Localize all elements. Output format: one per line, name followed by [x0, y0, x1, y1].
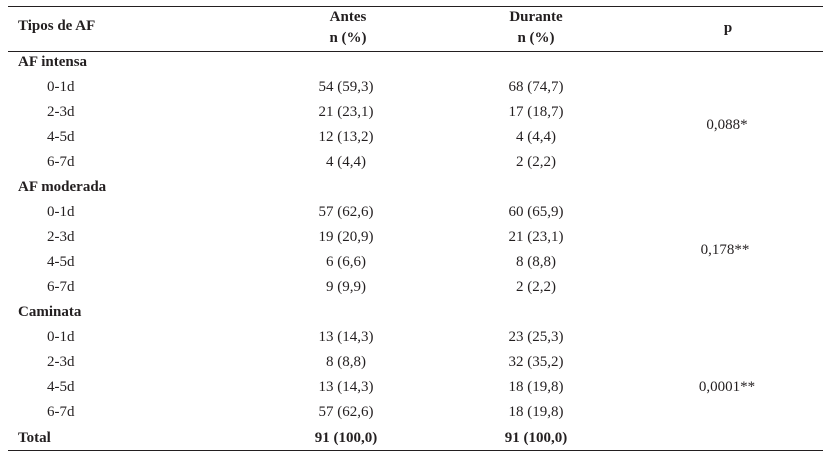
antes-value: 57 (62,6) — [318, 204, 374, 220]
header-p: p — [723, 20, 733, 36]
header-antes-unit: n (%) — [329, 30, 367, 46]
p-value: 0,0001** — [698, 379, 756, 395]
header-durante: Durante — [509, 9, 563, 25]
header-durante-unit: n (%) — [517, 30, 555, 46]
durante-value: 2 (2,2) — [516, 154, 556, 170]
antes-value: 9 (9,9) — [326, 279, 366, 295]
durante-value: 68 (74,7) — [508, 79, 564, 95]
antes-value: 21 (23,1) — [318, 104, 374, 120]
p-value: 0,088* — [706, 117, 748, 133]
row-label: 0-1d — [47, 204, 75, 220]
row-label: 0-1d — [47, 329, 75, 345]
durante-value: 60 (65,9) — [508, 204, 564, 220]
row-label: 4-5d — [47, 254, 75, 270]
row-label: 6-7d — [47, 154, 75, 170]
row-label: 4-5d — [47, 129, 75, 145]
section-title: AF intensa — [18, 54, 88, 70]
section-title: Caminata — [18, 304, 82, 320]
durante-value: 2 (2,2) — [516, 279, 556, 295]
durante-value: 4 (4,4) — [516, 129, 556, 145]
durante-value: 18 (19,8) — [508, 379, 564, 395]
header-bottom-rule — [8, 51, 823, 52]
durante-value: 32 (35,2) — [508, 354, 564, 370]
row-label: 0-1d — [47, 79, 75, 95]
total-label: Total — [18, 430, 51, 446]
durante-value: 8 (8,8) — [516, 254, 556, 270]
total-durante: 91 (100,0) — [504, 430, 568, 446]
row-label: 6-7d — [47, 404, 75, 420]
table-top-rule — [8, 6, 823, 7]
durante-value: 21 (23,1) — [508, 229, 564, 245]
section-title: AF moderada — [18, 179, 107, 195]
antes-value: 57 (62,6) — [318, 404, 374, 420]
row-label: 2-3d — [47, 104, 75, 120]
row-label: 6-7d — [47, 279, 75, 295]
header-antes: Antes — [329, 9, 367, 25]
antes-value: 8 (8,8) — [326, 354, 366, 370]
durante-value: 17 (18,7) — [508, 104, 564, 120]
table-bottom-rule — [8, 450, 823, 451]
header-tipos-de-af: Tipos de AF — [18, 18, 96, 34]
p-value: 0,178** — [700, 242, 750, 258]
antes-value: 12 (13,2) — [318, 129, 374, 145]
antes-value: 54 (59,3) — [318, 79, 374, 95]
total-antes: 91 (100,0) — [314, 430, 378, 446]
antes-value: 4 (4,4) — [326, 154, 366, 170]
antes-value: 6 (6,6) — [326, 254, 366, 270]
durante-value: 23 (25,3) — [508, 329, 564, 345]
antes-value: 13 (14,3) — [318, 379, 374, 395]
durante-value: 18 (19,8) — [508, 404, 564, 420]
row-label: 4-5d — [47, 379, 75, 395]
antes-value: 19 (20,9) — [318, 229, 374, 245]
row-label: 2-3d — [47, 354, 75, 370]
row-label: 2-3d — [47, 229, 75, 245]
antes-value: 13 (14,3) — [318, 329, 374, 345]
